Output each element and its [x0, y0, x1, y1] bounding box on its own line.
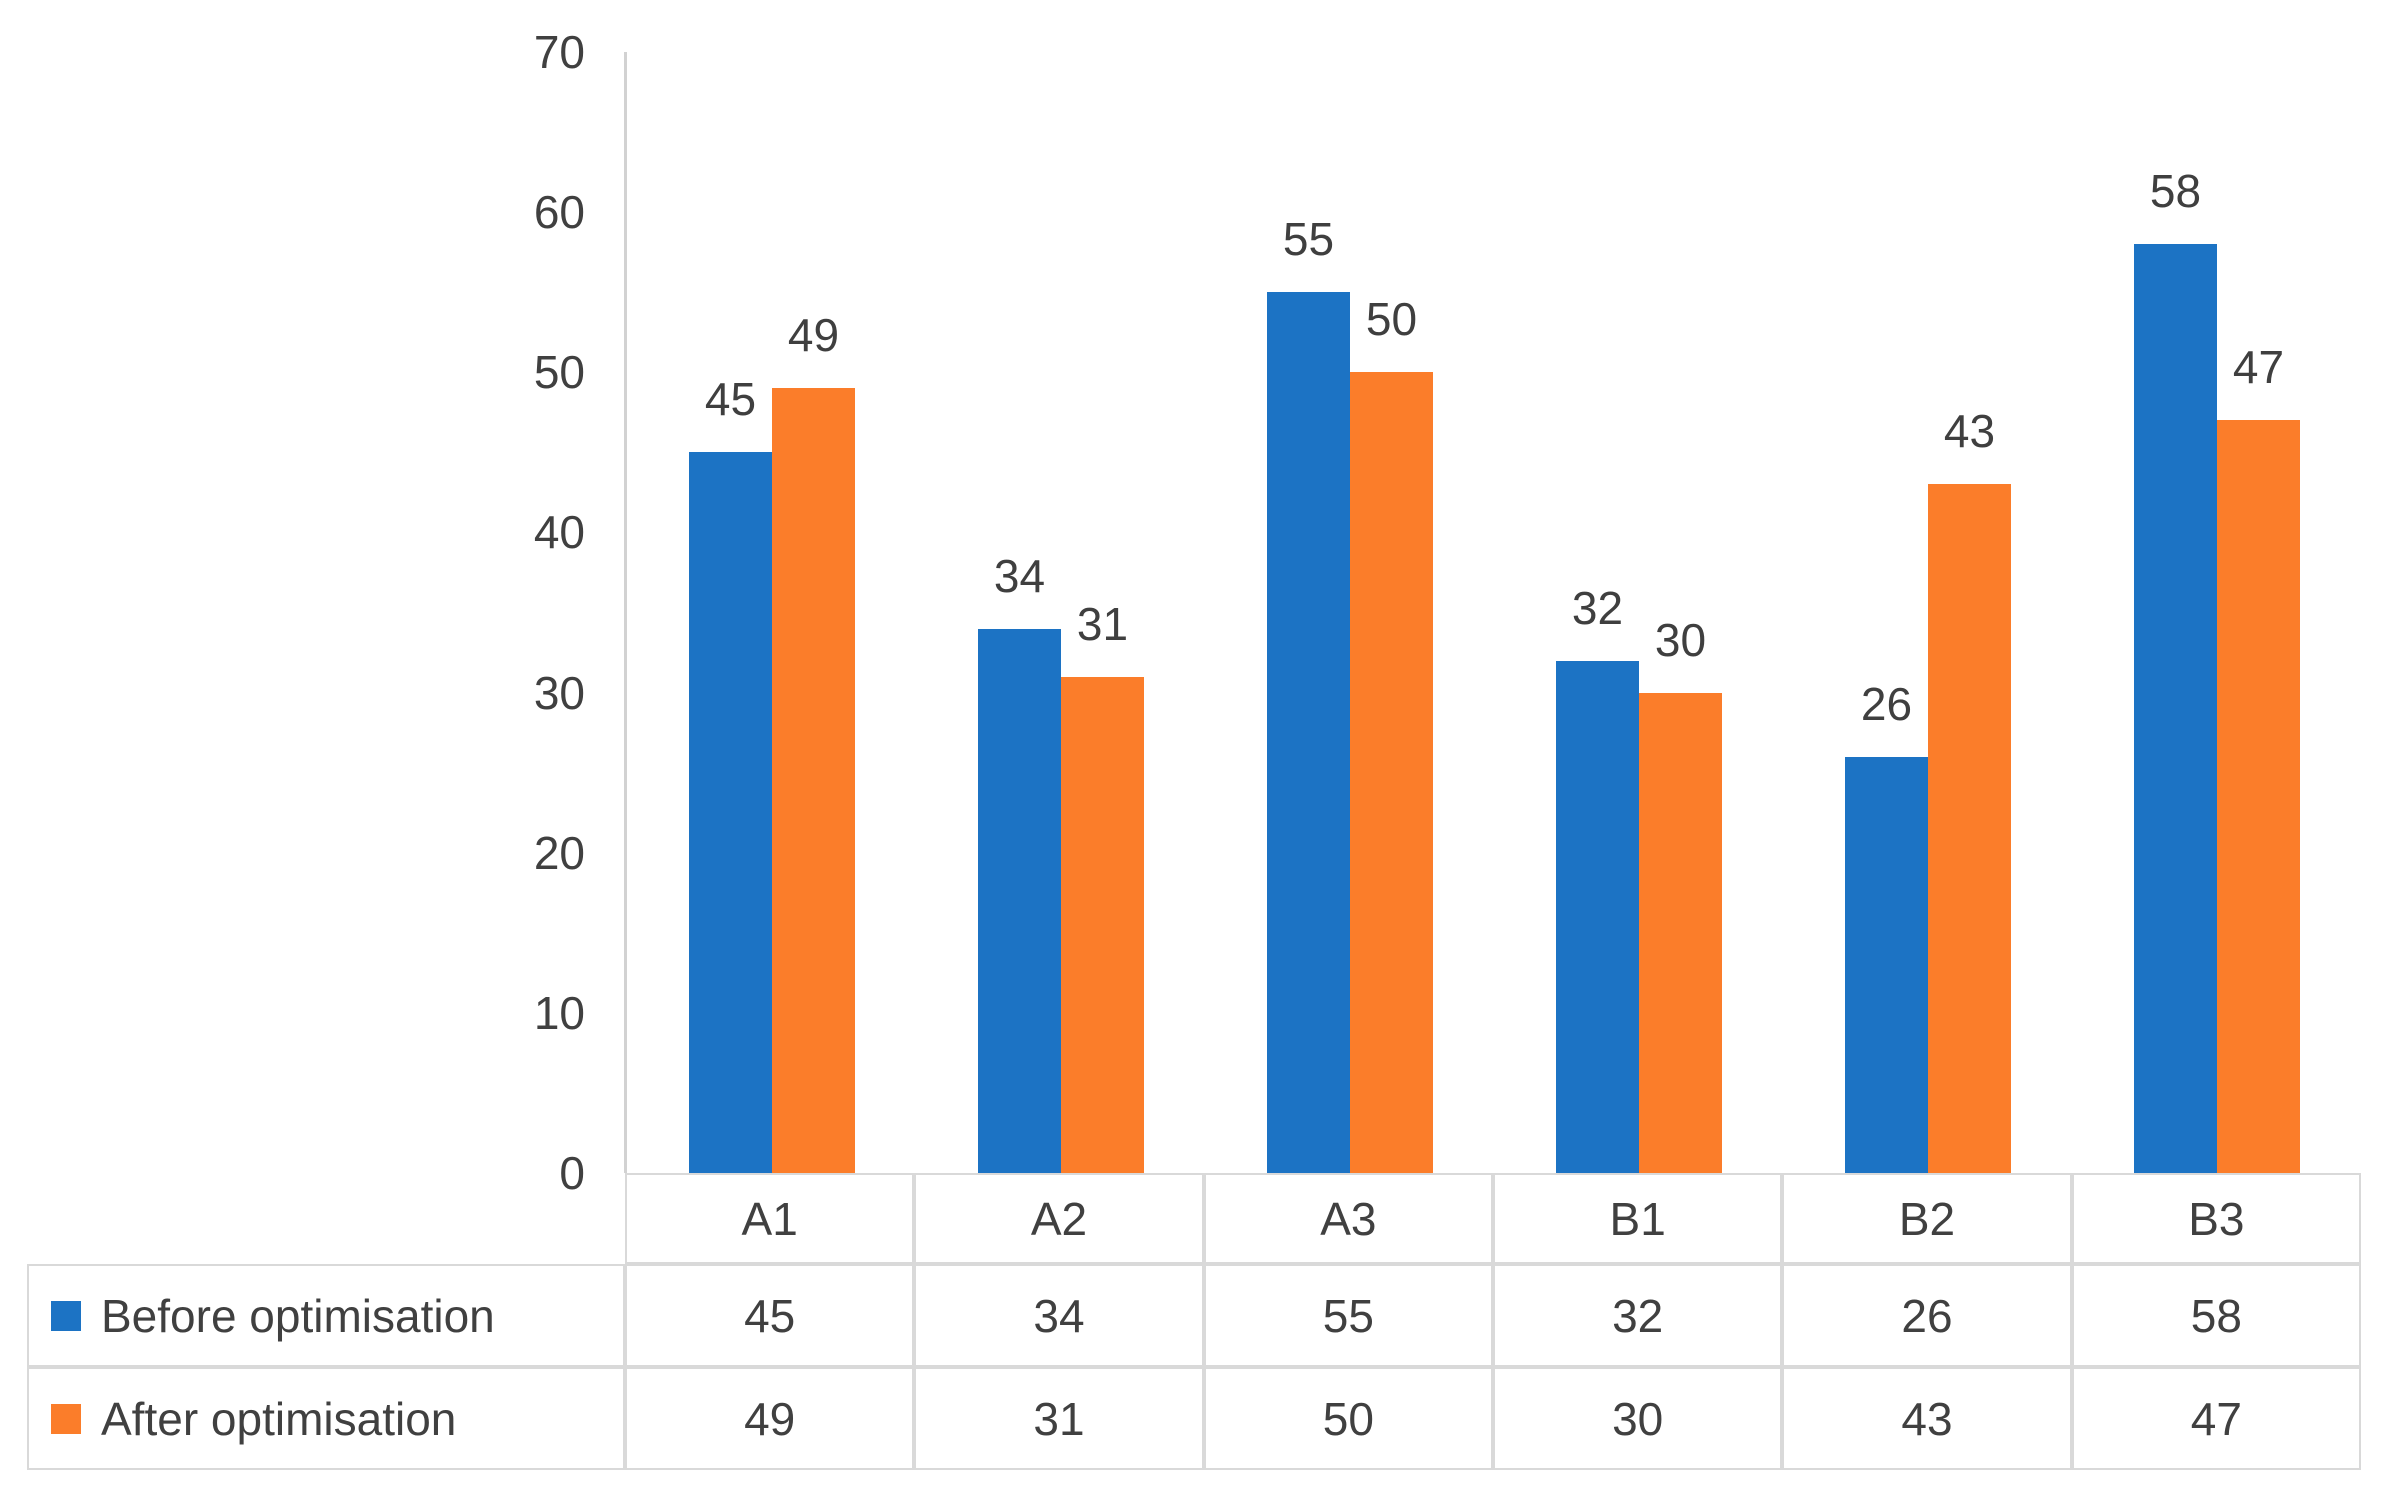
- category-header-cell: B1: [1493, 1173, 1783, 1264]
- value-cell: 49: [625, 1367, 915, 1470]
- bar-after-B1: [1639, 693, 1722, 1173]
- value-cell: 30: [1493, 1367, 1783, 1470]
- value-cell: 58: [2071, 1264, 2361, 1367]
- value-cell: 43: [1782, 1367, 2072, 1470]
- bar-before-A3: [1267, 292, 1350, 1173]
- value-cell: 45: [625, 1264, 915, 1367]
- y-axis-tick-label: 70: [533, 26, 585, 78]
- bar-before-A2: [978, 629, 1061, 1173]
- y-axis-tick-label: 0: [559, 1147, 585, 1199]
- category-header-cell: B3: [2071, 1173, 2361, 1264]
- bar-value-label: 49: [787, 309, 840, 361]
- bar-after-A1: [772, 388, 855, 1173]
- value-cell: 55: [1203, 1264, 1493, 1367]
- category-header-cell: B2: [1782, 1173, 2072, 1264]
- bar-value-label: 32: [1571, 582, 1624, 634]
- bar-value-label: 55: [1282, 213, 1335, 265]
- legend-swatch-before-icon: [51, 1300, 81, 1331]
- bar-value-label: 26: [1860, 678, 1913, 730]
- bar-before-B2: [1845, 757, 1928, 1173]
- value-cell: 50: [1203, 1367, 1493, 1470]
- bar-after-B2: [1928, 484, 2011, 1173]
- y-axis-tick-label: 40: [533, 506, 585, 559]
- bar-value-label: 31: [1076, 598, 1129, 650]
- y-axis-tick-label: 60: [533, 186, 585, 239]
- legend-cell-after: After optimisation: [27, 1367, 625, 1470]
- y-axis-tick-label: 20: [533, 826, 585, 879]
- y-axis-tick-label: 50: [533, 346, 585, 399]
- value-cell: 32: [1493, 1264, 1783, 1367]
- category-header-cell: A2: [914, 1173, 1204, 1264]
- value-cell: 26: [1782, 1264, 2072, 1367]
- bar-value-label: 45: [704, 373, 757, 425]
- bar-after-A2: [1061, 677, 1144, 1173]
- value-cell: 47: [2071, 1367, 2361, 1470]
- bar-value-label: 34: [993, 550, 1046, 602]
- bar-before-B1: [1556, 661, 1639, 1173]
- plot-area: 45 49 34 31 55 50 32 30 26 43 58 47: [689, 165, 2300, 1173]
- value-cell: 34: [914, 1264, 1204, 1367]
- y-axis-tick-label: 10: [533, 986, 585, 1039]
- legend-cell-before: Before optimisation: [27, 1264, 625, 1367]
- y-axis-tick-label: 30: [533, 666, 585, 719]
- y-axis-line: [624, 52, 627, 1173]
- value-cell: 31: [914, 1367, 1204, 1470]
- bar-value-label: 47: [2232, 341, 2285, 393]
- bar-value-label: 50: [1365, 293, 1418, 345]
- bar-after-B3: [2217, 420, 2300, 1173]
- category-header-cell: A3: [1203, 1173, 1493, 1264]
- legend-swatch-after-icon: [51, 1403, 81, 1434]
- bar-value-label: 30: [1654, 614, 1707, 666]
- bar-before-A1: [689, 452, 772, 1173]
- category-header-cell: A1: [625, 1173, 915, 1264]
- bar-value-label: 43: [1943, 405, 1996, 457]
- bar-before-B3: [2134, 244, 2217, 1173]
- data-table: A1 A2 A3 B1 B2 B3 Before optimisation 45 34 55 32 2…: [27, 1173, 2361, 1470]
- bar-value-label: 58: [2149, 165, 2202, 217]
- bar-after-A3: [1350, 372, 1433, 1173]
- legend-series-name: After optimisation: [101, 1392, 457, 1445]
- legend-series-name: Before optimisation: [101, 1289, 495, 1342]
- table-corner-spacer: [27, 1173, 625, 1264]
